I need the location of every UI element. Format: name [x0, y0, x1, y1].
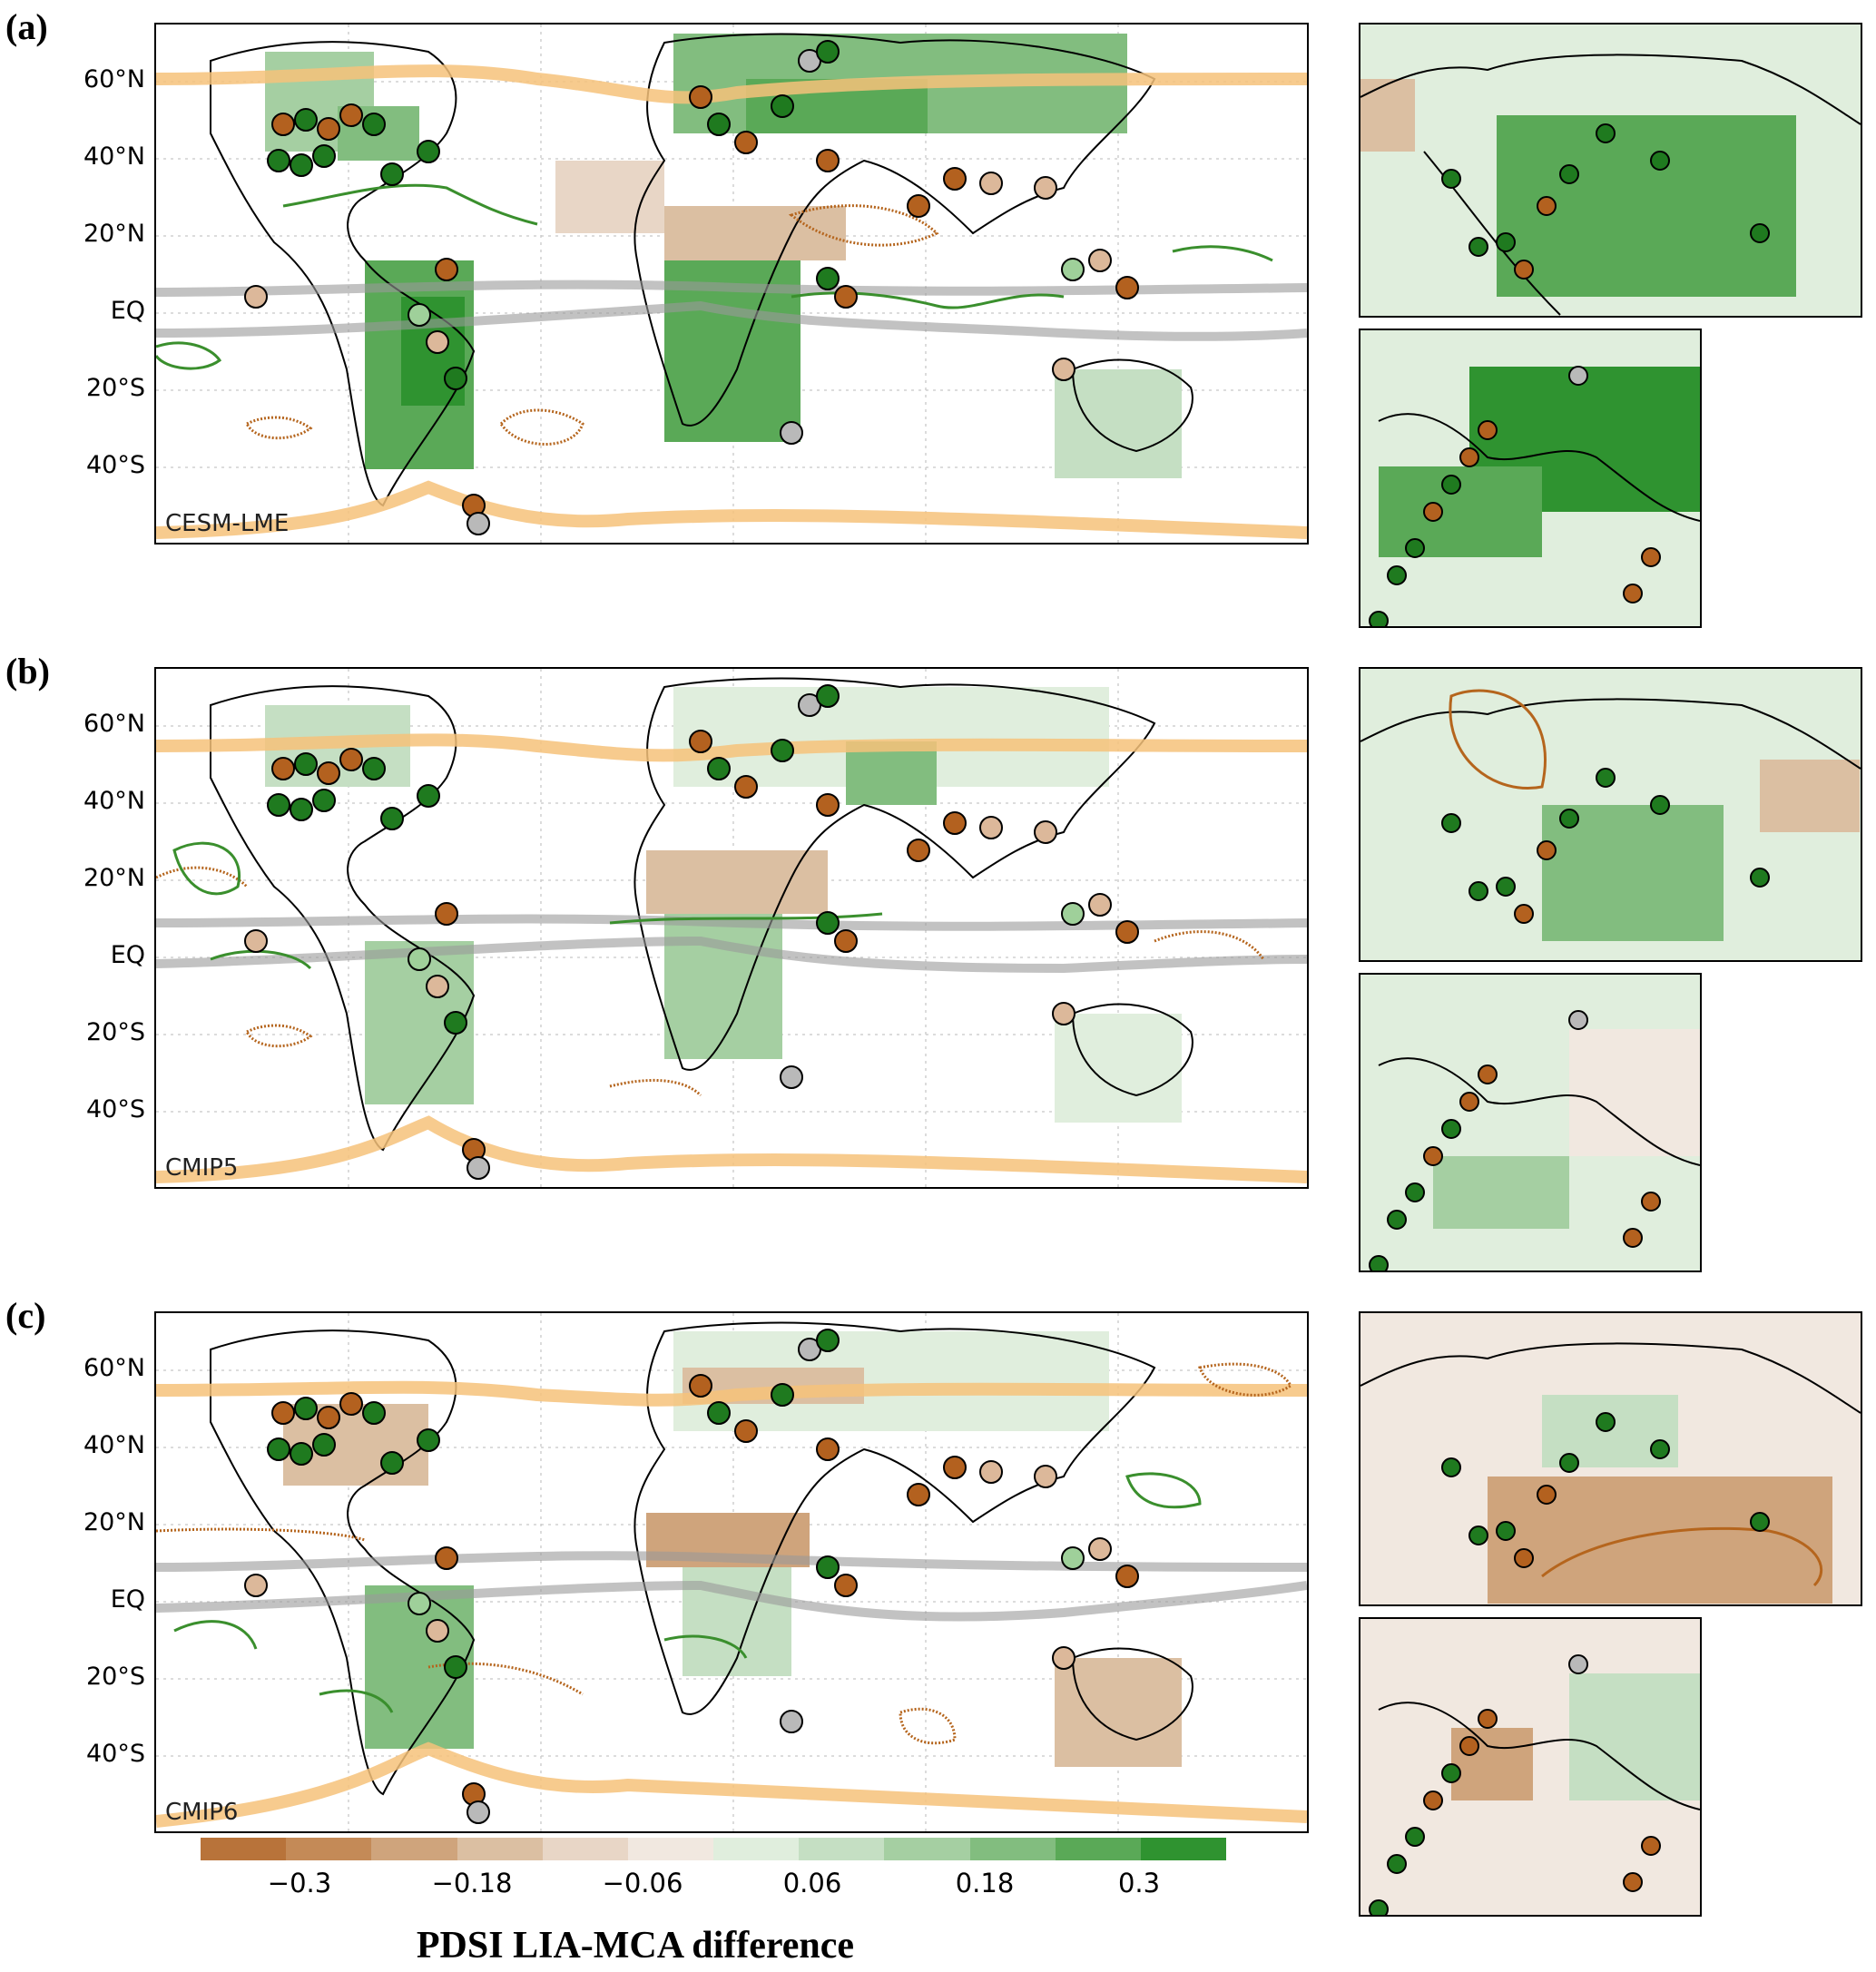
map-graphics-b	[156, 669, 1307, 1187]
inset-north-america-b	[1359, 667, 1862, 962]
model-label-b: CMIP5	[165, 1154, 239, 1182]
panel-label-c: (c)	[5, 1295, 46, 1336]
lat-label-60n: 60°N	[83, 710, 145, 738]
inset-europe-c	[1359, 1617, 1702, 1917]
inset-graphics	[1360, 975, 1700, 1271]
model-label-a: CESM-LME	[165, 510, 290, 537]
lat-label-20n: 20°N	[83, 1508, 145, 1536]
inset-europe-b	[1359, 973, 1702, 1272]
map-panel-b: CMIP5	[154, 667, 1309, 1189]
colorbar-swatch	[1055, 1838, 1141, 1860]
colorbar-swatch	[627, 1838, 714, 1860]
map-graphics-a	[156, 25, 1307, 543]
inset-north-america-c	[1359, 1311, 1862, 1606]
panel-label-a: (a)	[5, 6, 48, 47]
colorbar-tick: 0.18	[955, 1868, 1015, 1898]
lat-label-60n: 60°N	[83, 1354, 145, 1382]
map-panel-a: CESM-LME	[154, 23, 1309, 545]
lat-label-20s: 20°S	[86, 1018, 145, 1046]
colorbar-swatch	[201, 1838, 287, 1860]
inset-graphics	[1360, 1313, 1861, 1604]
inset-graphics	[1360, 669, 1861, 960]
lat-label-40n: 40°N	[83, 787, 145, 815]
colorbar	[201, 1838, 1227, 1860]
lat-label-eq: EQ	[110, 1585, 145, 1614]
colorbar-swatch	[799, 1838, 885, 1860]
colorbar-swatch	[713, 1838, 800, 1860]
lat-label-40s: 40°S	[86, 451, 145, 479]
lat-label-20s: 20°S	[86, 1663, 145, 1691]
lat-label-40n: 40°N	[83, 1431, 145, 1459]
lat-label-20n: 20°N	[83, 864, 145, 892]
inset-north-america-a	[1359, 23, 1862, 318]
colorbar-swatch	[969, 1838, 1056, 1860]
inset-europe-a	[1359, 329, 1702, 628]
map-panel-c: CMIP6	[154, 1311, 1309, 1833]
lat-label-40s: 40°S	[86, 1740, 145, 1768]
colorbar-tick: −0.06	[602, 1868, 683, 1898]
lat-label-20n: 20°N	[83, 220, 145, 248]
colorbar-tick: −0.18	[431, 1868, 513, 1898]
colorbar-swatch	[371, 1838, 457, 1860]
colorbar-swatch	[286, 1838, 372, 1860]
map-graphics-c	[156, 1313, 1307, 1831]
colorbar-tick: 0.06	[782, 1868, 842, 1898]
lat-label-eq: EQ	[110, 941, 145, 969]
colorbar-swatch	[457, 1838, 543, 1860]
lat-label-eq: EQ	[110, 297, 145, 325]
inset-graphics	[1360, 330, 1700, 626]
lat-label-60n: 60°N	[83, 65, 145, 93]
inset-graphics	[1360, 25, 1861, 316]
inset-graphics	[1360, 1619, 1700, 1915]
colorbar-tick: 0.3	[1117, 1868, 1161, 1898]
panel-label-b: (b)	[5, 651, 50, 692]
lat-label-40n: 40°N	[83, 142, 145, 171]
lat-label-20s: 20°S	[86, 374, 145, 402]
colorbar-title: PDSI LIA-MCA difference	[416, 1925, 855, 1967]
colorbar-swatch	[884, 1838, 970, 1860]
colorbar-swatch	[542, 1838, 628, 1860]
colorbar-tick: −0.3	[267, 1868, 332, 1898]
model-label-c: CMIP6	[165, 1799, 239, 1826]
lat-label-40s: 40°S	[86, 1095, 145, 1123]
colorbar-swatch	[1140, 1838, 1227, 1860]
